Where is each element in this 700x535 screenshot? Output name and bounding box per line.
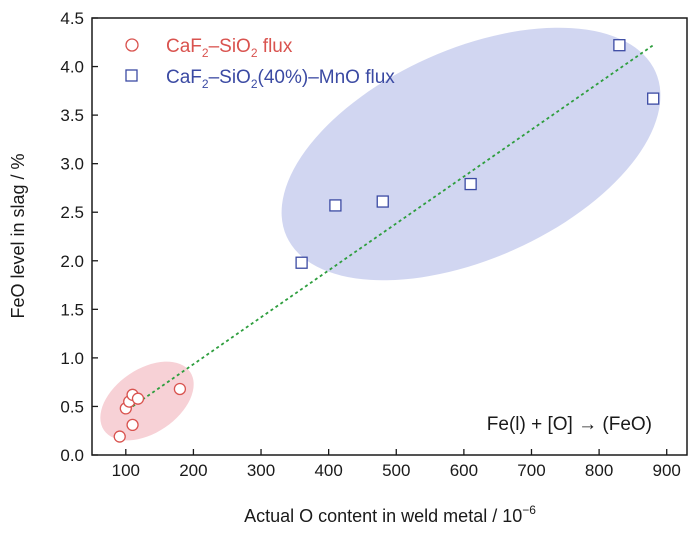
data-point-square — [295, 256, 308, 269]
y-tick-label: 4.0 — [60, 58, 84, 77]
x-tick-label: 900 — [653, 461, 681, 480]
y-tick-label: 4.5 — [60, 9, 84, 28]
y-tick-label: 3.5 — [60, 106, 84, 125]
y-tick-label: 0.0 — [60, 446, 84, 465]
legend-label-caf2-sio2-mno: CaF2–SiO2(40%)–MnO flux — [166, 67, 395, 91]
data-point-square — [613, 39, 626, 52]
trendline — [132, 44, 654, 408]
data-point-square — [376, 195, 389, 208]
red-cluster-region — [100, 361, 194, 441]
legend-marker-caf2-sio2 — [125, 38, 139, 52]
x-tick-label: 200 — [179, 461, 207, 480]
y-tick-label: 2.5 — [60, 203, 84, 222]
legend-marker-caf2-sio2-mno — [125, 69, 138, 82]
data-point-circle — [173, 382, 187, 396]
legend: CaF2–SiO2 flux CaF2–SiO2(40%)–MnO flux — [125, 36, 395, 91]
data-point-circle — [113, 430, 126, 443]
plot-frame — [91, 17, 688, 456]
x-axis-ticks: 100 200 300 400 500 600 700 800 900 — [112, 449, 681, 480]
y-tick-label: 0.5 — [60, 397, 84, 416]
x-tick-label: 800 — [585, 461, 613, 480]
x-axis-title: Actual O content in weld metal / 10−6 — [244, 503, 536, 526]
data-point-square — [329, 199, 342, 212]
x-tick-label: 100 — [112, 461, 140, 480]
blue-cluster-region — [281, 27, 661, 281]
y-axis-ticks: 0.0 0.5 1.0 1.5 2.0 2.5 3.0 3.5 4.0 4.5 — [60, 9, 98, 465]
y-axis-title: FeO level in slag / % — [8, 153, 28, 318]
data-point-circle — [126, 418, 139, 432]
y-tick-label: 1.0 — [60, 349, 84, 368]
y-tick-label: 3.0 — [60, 155, 84, 174]
x-tick-label: 400 — [314, 461, 342, 480]
legend-label-caf2-sio2: CaF2–SiO2 flux — [166, 36, 293, 60]
reaction-annotation: Fe(l) + [O] → (FeO) — [487, 414, 652, 435]
x-tick-label: 600 — [450, 461, 478, 480]
x-tick-label: 300 — [247, 461, 275, 480]
data-point-circle — [131, 392, 145, 405]
y-tick-label: 1.5 — [60, 300, 84, 319]
data-marks — [113, 39, 660, 443]
data-point-square — [464, 177, 477, 191]
y-tick-label: 2.0 — [60, 252, 84, 271]
x-tick-label: 700 — [517, 461, 545, 480]
x-tick-label: 500 — [382, 461, 410, 480]
data-point-square — [647, 92, 660, 105]
